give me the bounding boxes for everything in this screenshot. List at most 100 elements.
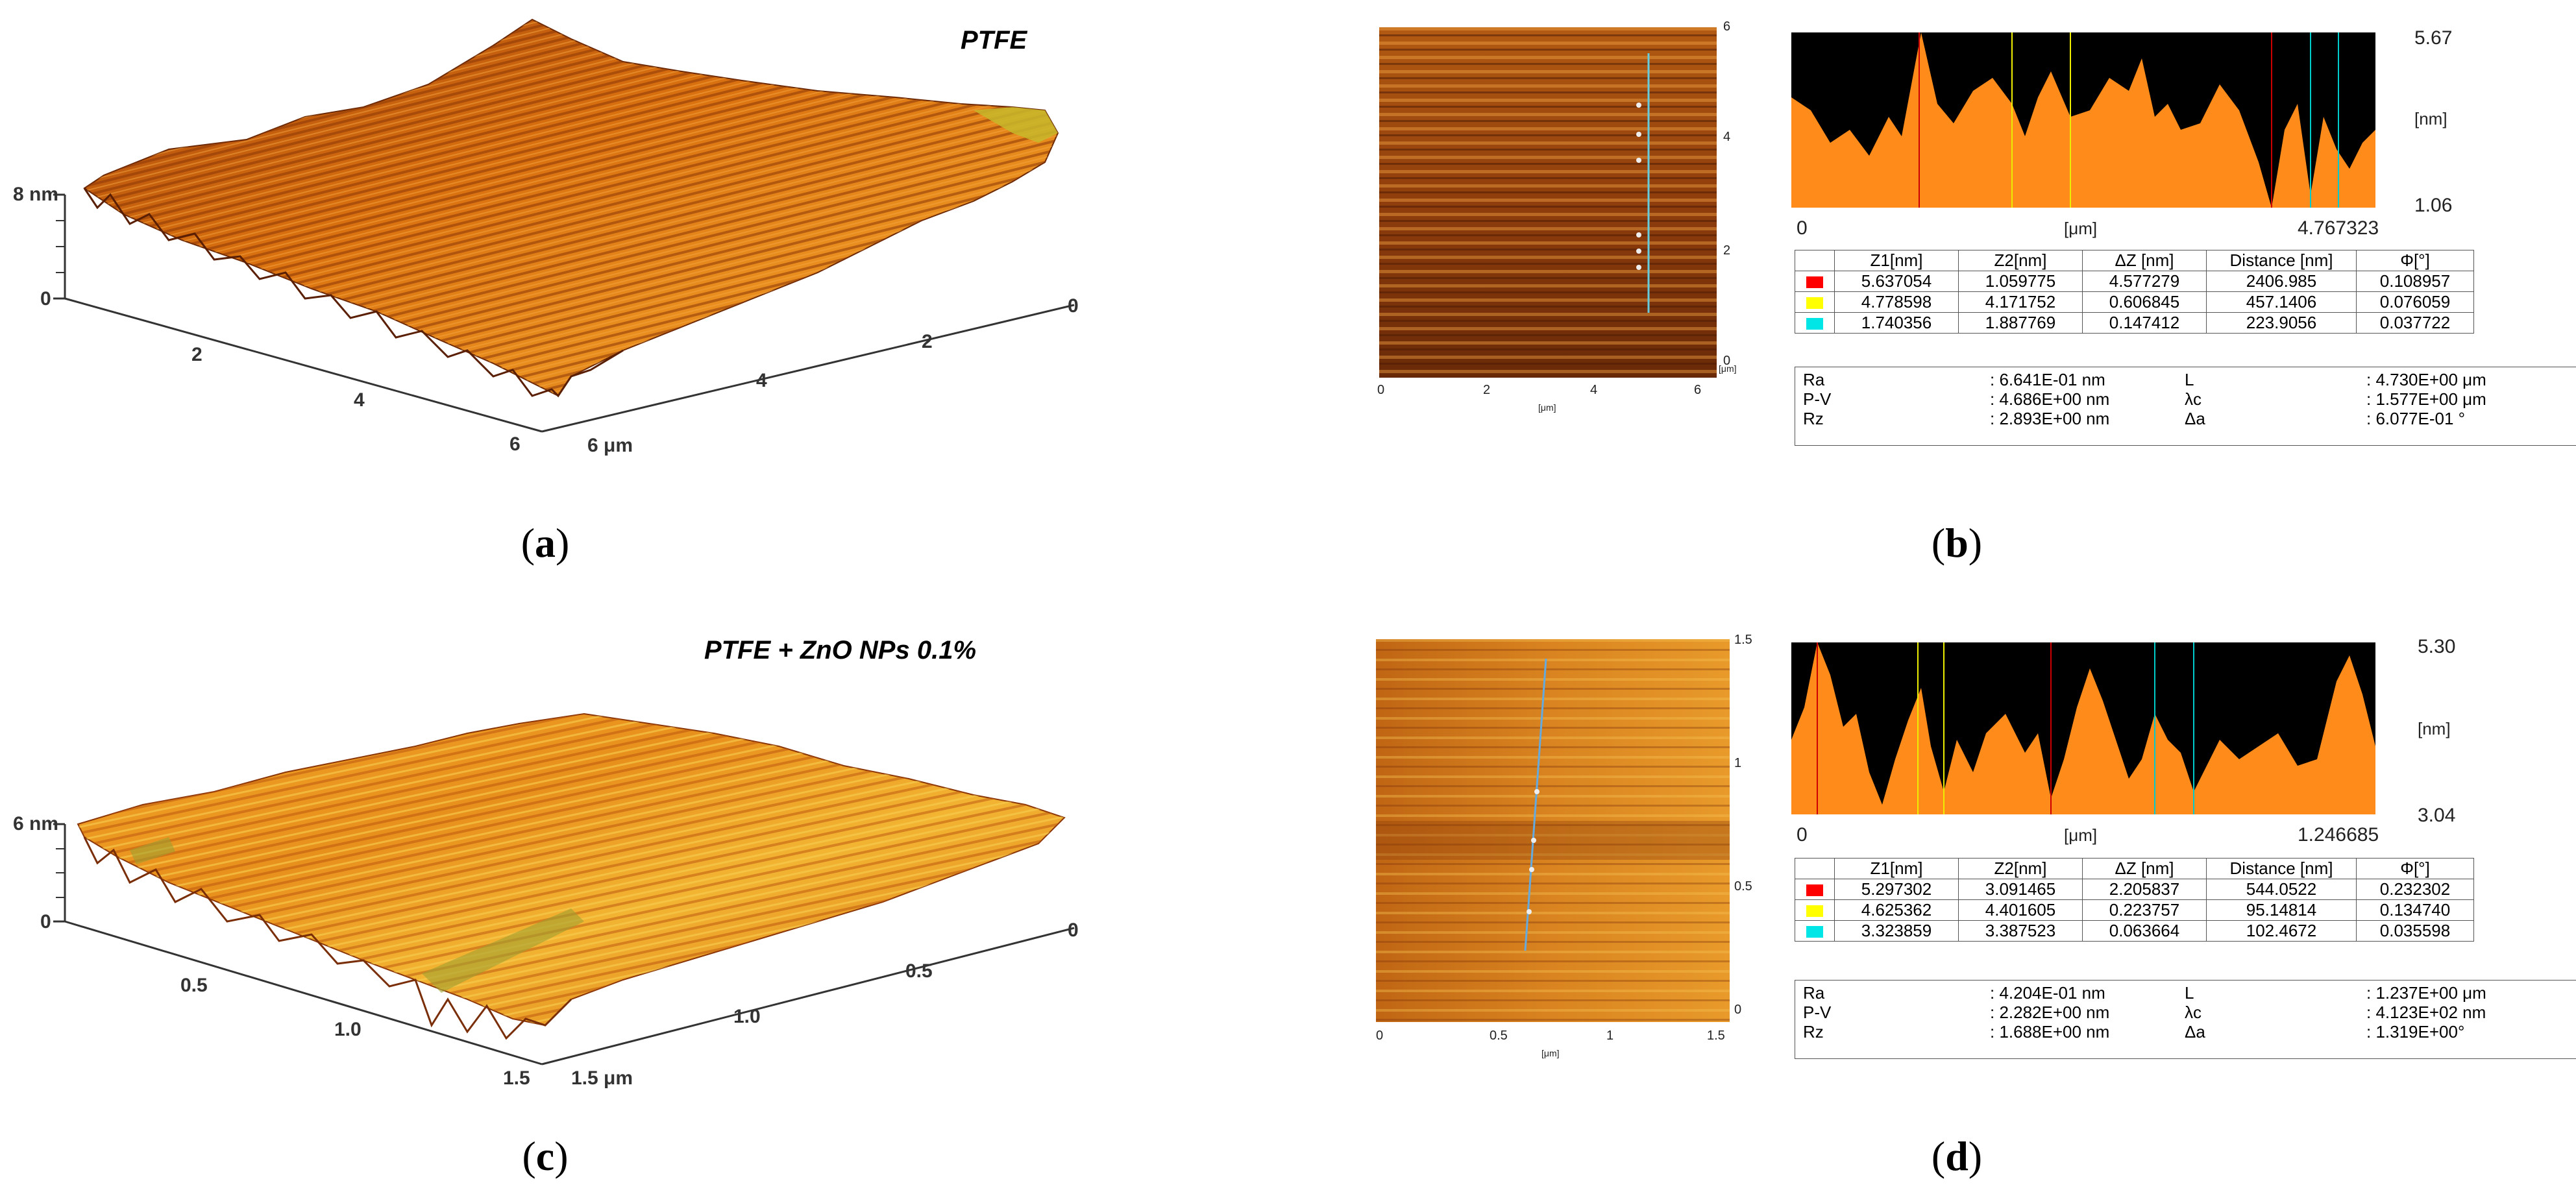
profile-y-max: 5.67 — [2414, 27, 2453, 49]
stat-value: : 6.077E-01 ° — [2366, 409, 2466, 428]
marker-swatch — [1806, 905, 1823, 918]
table-row: 4.625362 4.401605 0.223757 95.14814 0.13… — [1795, 899, 2474, 921]
table-cell: 457.1406 — [2206, 291, 2357, 313]
z-axis-max-label: 8 nm — [13, 184, 59, 205]
table-row: 3.323859 3.387523 0.063664 102.4672 0.03… — [1795, 920, 2474, 942]
column-header: ΔZ [nm] — [2082, 858, 2207, 879]
image-x-tick: 0 — [1377, 383, 1385, 397]
stat-value: : 4.204E-01 nm — [1990, 983, 2105, 1003]
profile-x-unit: [μm] — [2064, 219, 2098, 238]
table-cell: 2406.985 — [2206, 271, 2357, 292]
surface-title: PTFE — [961, 26, 1027, 55]
table-cell: 4.625362 — [1834, 899, 1959, 921]
table-cell: 223.9056 — [2206, 312, 2357, 334]
image-y-tick: 1.5 — [1734, 633, 1752, 647]
y-tick: 1.0 — [733, 1006, 761, 1027]
x-tick: 4 — [354, 389, 365, 411]
table-cell: 4.401605 — [1958, 899, 2083, 921]
column-header: Distance [nm] — [2206, 858, 2357, 879]
roughness-stats: Ra : 6.641E-01 nm L : 4.730E+00 μm P-V :… — [1795, 367, 2576, 446]
afm-image-d — [1376, 639, 1730, 1022]
table-header-row: Z1[nm] Z2[nm] ΔZ [nm] Distance [nm] Φ[°] — [1795, 858, 2474, 879]
image-x-tick: 1 — [1606, 1029, 1614, 1043]
stat-value: : 1.688E+00 nm — [1990, 1022, 2110, 1042]
marker-swatch — [1806, 297, 1823, 310]
stats-row: P-V : 4.686E+00 nm λc : 1.577E+00 μm — [1795, 389, 2576, 409]
image-x-tick: 0.5 — [1490, 1029, 1508, 1043]
table-row: 5.297302 3.091465 2.205837 544.0522 0.23… — [1795, 879, 2474, 900]
table-cell: 4.778598 — [1834, 291, 1959, 313]
marker-swatch — [1806, 884, 1823, 897]
stats-row: P-V : 2.282E+00 nm λc : 4.123E+02 nm — [1795, 1003, 2576, 1022]
column-header: Z1[nm] — [1834, 250, 1959, 271]
stat-name: λc — [2185, 1003, 2202, 1022]
table-cell: 0.223757 — [2082, 899, 2207, 921]
x-tick: 1.5 — [503, 1067, 530, 1089]
height-profile-b — [1791, 32, 2375, 208]
profile-x-end: 4.767323 — [2298, 217, 2379, 239]
panel-label-b: (b) — [1931, 520, 1983, 566]
stats-row: Rz : 2.893E+00 nm Δa : 6.077E-01 ° — [1795, 409, 2576, 428]
y-tick: 0 — [1068, 920, 1079, 941]
panel-c: PTFE + ZnO NPs 0.1% 6 nm 0 0.5 1.0 1.5 0… — [0, 610, 1103, 1116]
y-tick: 4 — [756, 370, 767, 391]
column-header: Distance [nm] — [2206, 250, 2357, 271]
column-header: Z2[nm] — [1958, 250, 2083, 271]
panel-a: PTFE 8 nm 0 2 4 6 0 2 4 6 μm — [0, 0, 1103, 519]
profile-x-start: 0 — [1797, 217, 1808, 239]
panel-b: 6 4 2 0 [μm] 0 2 4 6 [μm] 5.67 [nm] 1.06… — [1363, 0, 2576, 584]
x-tick: 1.0 — [334, 1019, 362, 1040]
roughness-stats: Ra : 4.204E-01 nm L : 1.237E+00 μm P-V :… — [1795, 980, 2576, 1059]
image-x-tick: 4 — [1590, 383, 1598, 397]
profile-x-start: 0 — [1797, 824, 1808, 846]
table-cell: 0.134740 — [2356, 899, 2474, 921]
stat-value: : 4.686E+00 nm — [1990, 389, 2110, 409]
table-cell: 3.091465 — [1958, 879, 2083, 900]
stat-name: P-V — [1803, 1003, 1832, 1022]
table-row: 5.637054 1.059775 4.577279 2406.985 0.10… — [1795, 271, 2474, 292]
x-tick: 6 — [509, 433, 521, 455]
y-tick: 6 μm — [587, 435, 633, 456]
table-cell: 1.740356 — [1834, 312, 1959, 334]
stat-name: Rz — [1803, 409, 1824, 428]
profile-x-end: 1.246685 — [2298, 824, 2379, 846]
column-header: ΔZ [nm] — [2082, 250, 2207, 271]
table-cell: 0.076059 — [2356, 291, 2474, 313]
y-tick: 1.5 μm — [571, 1067, 633, 1089]
table-cell: 3.323859 — [1834, 920, 1959, 942]
stat-name: Δa — [2185, 409, 2205, 428]
image-side-unit: [μm] — [1719, 363, 1737, 374]
stat-value: : 4.123E+02 nm — [2366, 1003, 2486, 1022]
profile-y-min: 3.04 — [2418, 805, 2456, 826]
stats-row: Rz : 1.688E+00 nm Δa : 1.319E+00° — [1795, 1022, 2576, 1042]
z-axis-min-label: 0 — [40, 911, 51, 932]
stats-row: Ra : 4.204E-01 nm L : 1.237E+00 μm — [1795, 983, 2576, 1003]
surface-3d-c — [53, 713, 1075, 1066]
stat-value: : 2.893E+00 nm — [1990, 409, 2110, 428]
table-cell: 544.0522 — [2206, 879, 2357, 900]
marker-swatch — [1806, 318, 1823, 330]
x-tick: 2 — [191, 344, 202, 365]
stats-row: Ra : 6.641E-01 nm L : 4.730E+00 μm — [1795, 370, 2576, 389]
panel-label-c: (c) — [522, 1133, 569, 1179]
table-cell: 5.297302 — [1834, 879, 1959, 900]
stat-value: : 1.237E+00 μm — [2366, 983, 2486, 1003]
image-y-tick: 6 — [1723, 19, 1731, 34]
surface-3d-a — [53, 18, 1075, 433]
height-profile-d — [1791, 642, 2375, 814]
stat-name: L — [2185, 983, 2194, 1003]
table-cell: 3.387523 — [1958, 920, 2083, 942]
stat-name: λc — [2185, 389, 2202, 409]
table-cell: 0.035598 — [2356, 920, 2474, 942]
image-x-tick: 1.5 — [1707, 1029, 1725, 1043]
stat-value: : 1.319E+00° — [2366, 1022, 2465, 1042]
table-cell: 2.205837 — [2082, 879, 2207, 900]
measurement-table: Z1[nm] Z2[nm] ΔZ [nm] Distance [nm] Φ[°]… — [1795, 858, 2474, 942]
table-cell: 5.637054 — [1834, 271, 1959, 292]
image-x-tick: 6 — [1694, 383, 1702, 397]
table-row: 4.778598 4.171752 0.606845 457.1406 0.07… — [1795, 291, 2474, 313]
table-cell: 1.059775 — [1958, 271, 2083, 292]
table-cell: 0.232302 — [2356, 879, 2474, 900]
table-cell: 0.063664 — [2082, 920, 2207, 942]
profile-y-max: 5.30 — [2418, 636, 2456, 657]
